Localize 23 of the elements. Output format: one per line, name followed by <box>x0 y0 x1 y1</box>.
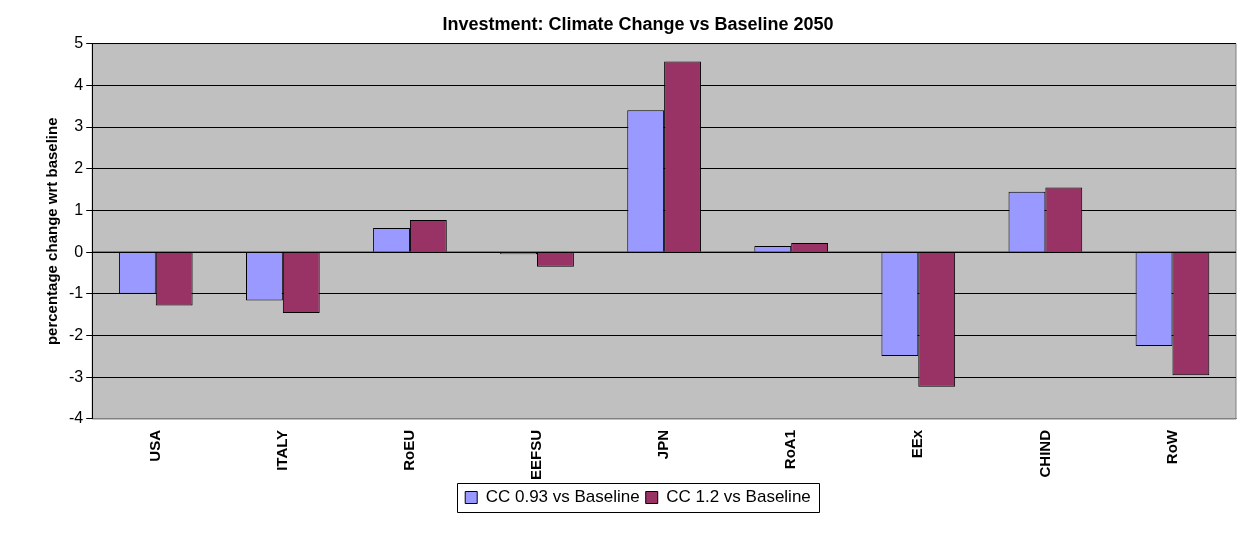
y-tick-label: -4 <box>68 409 84 427</box>
y-tick-label: -3 <box>68 367 84 385</box>
y-tick-label: 0 <box>74 242 84 260</box>
x-tick-label: EEx <box>908 429 926 459</box>
x-tick-label: JPN <box>654 429 672 460</box>
y-axis-title: percentage change wrt baseline <box>43 117 61 346</box>
x-tick-label: EEFSU <box>527 429 545 481</box>
legend-label: CC 1.2 vs Baseline <box>666 487 811 507</box>
x-tick-label: USA <box>145 429 163 462</box>
x-tick-label: RoA1 <box>781 429 799 470</box>
y-tick-label: 2 <box>74 159 84 177</box>
y-tick-label: -1 <box>68 284 84 302</box>
y-tick-label: 3 <box>74 117 84 135</box>
x-tick-label: CHIND <box>1035 429 1053 478</box>
y-tick-label: 1 <box>74 200 84 218</box>
y-tick-label: 5 <box>74 34 84 52</box>
x-tick-label: RoEU <box>400 429 418 471</box>
y-tick-label: 4 <box>74 75 84 93</box>
x-tick-label: RoW <box>1162 429 1180 465</box>
chart-title: Investment: Climate Change vs Baseline 2050 <box>442 13 834 34</box>
x-tick-label: ITALY <box>273 429 290 471</box>
legend-label: CC 0.93 vs Baseline <box>485 487 640 507</box>
y-tick-label: -2 <box>68 325 84 343</box>
